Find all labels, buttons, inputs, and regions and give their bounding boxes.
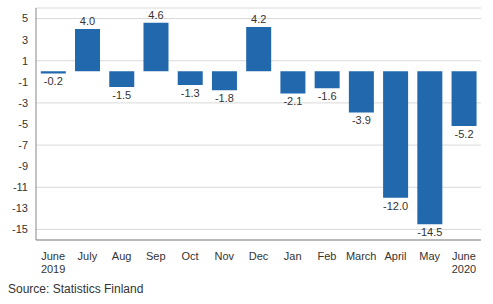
svg-text:March: March bbox=[346, 250, 377, 262]
svg-text:-13: -13 bbox=[12, 202, 28, 214]
svg-text:-1.8: -1.8 bbox=[215, 92, 234, 104]
svg-text:4.6: 4.6 bbox=[148, 9, 163, 21]
svg-text:3: 3 bbox=[22, 34, 28, 46]
svg-text:2019: 2019 bbox=[41, 263, 65, 275]
svg-text:4.2: 4.2 bbox=[251, 13, 266, 25]
svg-text:-11: -11 bbox=[13, 181, 28, 193]
svg-text:Aug: Aug bbox=[112, 250, 132, 262]
svg-text:Dec: Dec bbox=[249, 250, 269, 262]
svg-text:-3: -3 bbox=[18, 97, 28, 109]
svg-text:July: July bbox=[78, 250, 98, 262]
svg-text:-9: -9 bbox=[18, 160, 28, 172]
svg-text:Feb: Feb bbox=[317, 250, 336, 262]
svg-text:5: 5 bbox=[22, 12, 28, 24]
svg-text:-12.0: -12.0 bbox=[383, 200, 408, 212]
svg-text:June: June bbox=[41, 250, 65, 262]
svg-text:May: May bbox=[419, 250, 440, 262]
html-text:Source: Statistics Finland: Source: Statistics Finland bbox=[8, 282, 144, 296]
svg-text:-14.5: -14.5 bbox=[417, 226, 442, 238]
svg-text:-5.2: -5.2 bbox=[455, 128, 474, 140]
svg-text:1: 1 bbox=[22, 55, 28, 67]
svg-text:-2.1: -2.1 bbox=[283, 95, 302, 107]
svg-text:2020: 2020 bbox=[452, 263, 476, 275]
svg-text:Oct: Oct bbox=[181, 250, 198, 262]
svg-text:-1: -1 bbox=[18, 76, 28, 88]
svg-text:-15: -15 bbox=[12, 223, 28, 235]
svg-text:-1.6: -1.6 bbox=[318, 90, 337, 102]
svg-text:4.0: 4.0 bbox=[80, 15, 95, 27]
svg-text:April: April bbox=[384, 250, 406, 262]
svg-text:-1.5: -1.5 bbox=[112, 89, 131, 101]
svg-text:-5: -5 bbox=[18, 118, 28, 130]
svg-text:Nov: Nov bbox=[214, 250, 234, 262]
svg-text:-3.9: -3.9 bbox=[352, 114, 371, 126]
svg-text:-1.3: -1.3 bbox=[181, 87, 200, 99]
svg-text:-7: -7 bbox=[18, 139, 28, 151]
svg-text:Jan: Jan bbox=[284, 250, 302, 262]
svg-text:Sep: Sep bbox=[146, 250, 166, 262]
svg-text:-0.2: -0.2 bbox=[44, 75, 63, 87]
svg-text:June: June bbox=[452, 250, 476, 262]
